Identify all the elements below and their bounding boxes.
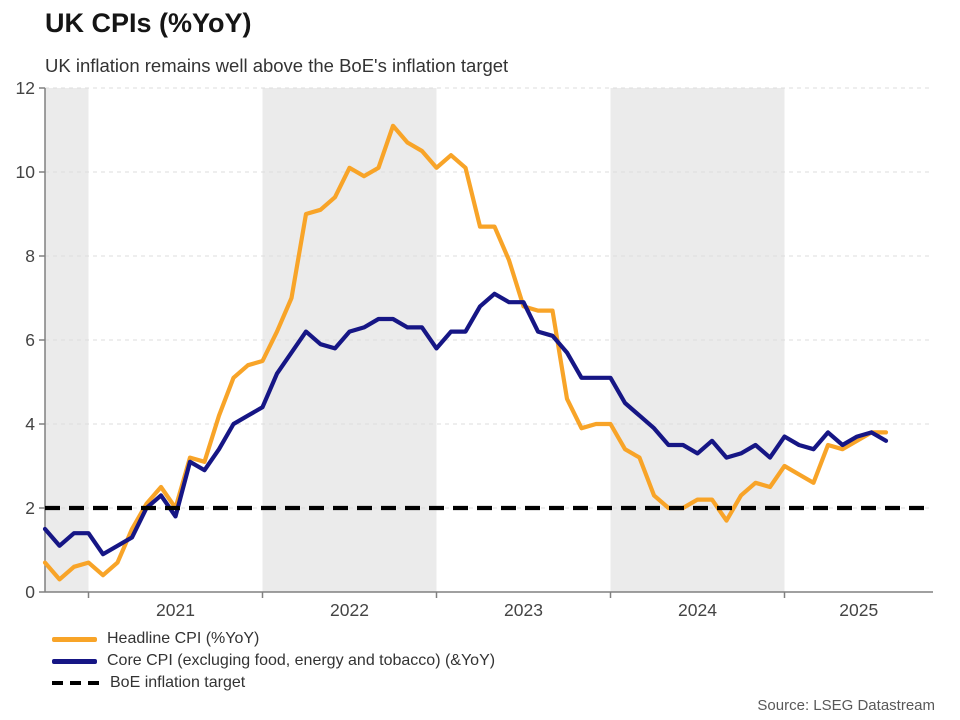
- x-tick-label: 2021: [156, 600, 195, 620]
- cpi-line-chart: 0 2 4 6 8 10 12 2021 2022 2023 2024 2025: [16, 78, 933, 620]
- legend-label-target: BoE inflation target: [110, 674, 246, 691]
- y-tick-label: 8: [25, 246, 35, 266]
- legend-row-headline: Headline CPI (%YoY): [52, 628, 495, 650]
- y-tick-label: 4: [25, 414, 35, 434]
- chart-subtitle: UK inflation remains well above the BoE'…: [45, 55, 509, 76]
- core-cpi-line: [42, 291, 889, 557]
- legend-label-core: Core CPI (excluging food, energy and tob…: [107, 652, 496, 669]
- core-cpi-swatch: [52, 658, 97, 664]
- legend: Headline CPI (%YoY) Core CPI (excluging …: [52, 628, 495, 694]
- x-tick-label: 2022: [330, 600, 369, 620]
- chart-canvas: 0 2 4 6 8 10 12 2021 2022 2023 2024 2025: [16, 78, 933, 620]
- source-credit: Source: LSEG Datastream: [757, 697, 935, 714]
- y-tick-label: 0: [25, 582, 35, 602]
- legend-row-core: Core CPI (excluging food, energy and tob…: [52, 650, 495, 672]
- chart-title: UK CPIs (%YoY): [45, 8, 252, 38]
- x-tick-label: 2025: [839, 600, 878, 620]
- headline-cpi-swatch: [52, 636, 97, 642]
- x-tick-label: 2023: [504, 600, 543, 620]
- legend-row-target: BoE inflation target: [52, 672, 495, 694]
- shaded-year-band: [45, 88, 89, 592]
- y-tick-label: 10: [16, 162, 36, 182]
- y-tick-label: 2: [25, 498, 35, 518]
- legend-label-headline: Headline CPI (%YoY): [107, 630, 260, 647]
- x-tick-label: 2024: [678, 600, 717, 620]
- y-tick-label: 12: [16, 78, 35, 98]
- y-tick-label: 6: [25, 330, 35, 350]
- boe-target-swatch: [52, 681, 100, 685]
